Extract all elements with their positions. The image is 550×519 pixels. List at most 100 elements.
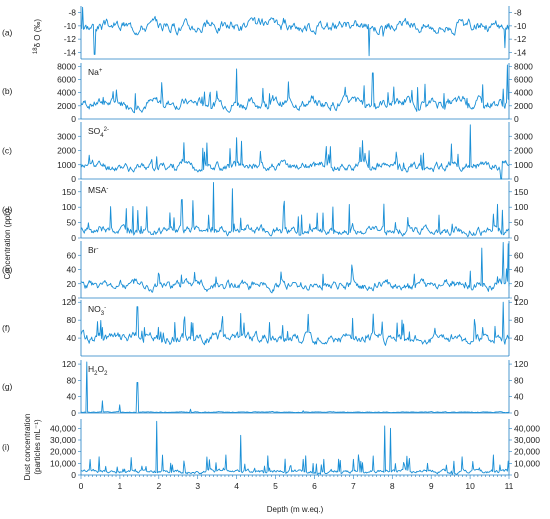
y-tick-label-right: 40 bbox=[514, 265, 524, 275]
x-tick-label: 7 bbox=[351, 481, 356, 491]
y-tick-label-left: 6000 bbox=[57, 74, 76, 84]
y-tick-label-right: 0 bbox=[514, 408, 519, 418]
x-axis: 0 1 2 3 4 5 6 7 8 9 10 11 bbox=[79, 475, 514, 491]
panel-letter: (d) bbox=[2, 205, 13, 215]
y-tick-label-left: 40 bbox=[67, 392, 77, 402]
y-tick-label-left: 50 bbox=[67, 218, 77, 228]
y-tick-label-left: 2000 bbox=[57, 146, 76, 156]
panel-d: 0 0 50 50 100 100 150 150 (d) MSA- bbox=[2, 181, 528, 243]
x-tick-label: 1 bbox=[118, 481, 123, 491]
panel-letter: (c) bbox=[2, 146, 12, 156]
x-tick-label: 8 bbox=[390, 481, 395, 491]
y-tick-label-right: 20 bbox=[514, 279, 524, 289]
y-tick-label-right: 0 bbox=[514, 114, 519, 124]
panel-letter: (a) bbox=[2, 28, 13, 38]
y-tick-label-left: 60 bbox=[67, 250, 77, 260]
panel-letter: (b) bbox=[2, 86, 13, 96]
series-line-b bbox=[80, 64, 510, 114]
x-tick-label: 9 bbox=[429, 481, 434, 491]
y-tick-label-left: 40 bbox=[67, 333, 77, 343]
panel-letter: (i) bbox=[2, 442, 10, 452]
series-line-a bbox=[80, 6, 510, 57]
x-axis-title: Depth (m w.eq.) bbox=[267, 505, 324, 514]
series-label: SO42- bbox=[88, 126, 109, 139]
series-label: NO3- bbox=[88, 304, 106, 317]
y-tick-label-right: 50 bbox=[514, 218, 524, 228]
y-tick-label-left: 150 bbox=[62, 187, 76, 197]
y-tick-label-right: -12 bbox=[514, 34, 527, 44]
y-tick-label-right: 0 bbox=[514, 174, 519, 184]
series-line-c bbox=[80, 124, 510, 180]
y-tick-label-right: 0 bbox=[514, 470, 519, 480]
y-tick-label-right: 4000 bbox=[514, 88, 533, 98]
y-tick-label-left: 10,000 bbox=[50, 458, 76, 468]
x-tick-label: 0 bbox=[79, 481, 84, 491]
panel-letter: (g) bbox=[2, 382, 13, 392]
y-tick-label-left: 8000 bbox=[57, 61, 76, 71]
axis-label-text: 18δ O (‰) bbox=[33, 19, 42, 54]
panel-f: 40 40 80 80 120 120 (f) NO3- bbox=[2, 297, 528, 357]
x-tick-label: 6 bbox=[312, 481, 317, 491]
y-tick-label-left: 3000 bbox=[57, 131, 76, 141]
y-tick-label-left: 30,000 bbox=[50, 435, 76, 445]
series-label: Br- bbox=[88, 245, 99, 255]
panel-b: 0 0 2000 2000 4000 4000 6000 6000 8000 8000 (b) Na+ bbox=[2, 61, 533, 124]
y-tick-label-right: 150 bbox=[514, 187, 528, 197]
x-tick-label: 5 bbox=[273, 481, 278, 491]
series-line-i bbox=[80, 420, 510, 475]
y-tick-label-left: 80 bbox=[67, 315, 77, 325]
panel-a: -8 -8 -10 -10 -12 -12 -14 -14 (a) 18δ O (‰) bbox=[2, 6, 527, 60]
y-tick-label-right: 2000 bbox=[514, 101, 533, 111]
panel-letter: (e) bbox=[2, 265, 13, 275]
y-tick-label-right: 60 bbox=[514, 250, 524, 260]
y-tick-label-left: 40 bbox=[67, 265, 77, 275]
y-tick-label-right: -14 bbox=[514, 47, 527, 57]
y-tick-label-right: 6000 bbox=[514, 74, 533, 84]
x-tick-label: 3 bbox=[195, 481, 200, 491]
y-tick-label-right: 10,000 bbox=[514, 458, 540, 468]
y-tick-label-right: 8000 bbox=[514, 61, 533, 71]
y-tick-label-right: 2000 bbox=[514, 146, 533, 156]
y-tick-label-right: -10 bbox=[514, 21, 527, 31]
y-axis-shared-title: Concentration (ppb) bbox=[3, 208, 12, 279]
y-tick-label-right: 20,000 bbox=[514, 447, 540, 457]
y-tick-label-left: 20,000 bbox=[50, 447, 76, 457]
y-tick-label-left: 0 bbox=[71, 114, 76, 124]
y-tick-label-left: 0 bbox=[71, 293, 76, 303]
y-tick-label-left: 0 bbox=[71, 470, 76, 480]
x-tick-label: 10 bbox=[465, 481, 475, 491]
y-tick-label-right: 40 bbox=[514, 392, 524, 402]
axis-label-line2: (particles mL⁻¹) bbox=[33, 419, 42, 475]
y-tick-label-right: 0 bbox=[514, 233, 519, 243]
y-tick-label-right: 120 bbox=[514, 297, 528, 307]
series-line-e bbox=[80, 241, 510, 294]
axis-label: 18δ O (‰) bbox=[33, 19, 42, 54]
y-tick-label-right: 100 bbox=[514, 202, 528, 212]
y-tick-label-left: 0 bbox=[71, 233, 76, 243]
y-tick-label-left: 0 bbox=[71, 408, 76, 418]
series-label: MSA- bbox=[88, 185, 108, 195]
y-tick-label-left: 120 bbox=[62, 297, 76, 307]
y-tick-label-right: 120 bbox=[514, 359, 528, 369]
x-tick-label: 11 bbox=[505, 481, 514, 491]
y-tick-label-left: -12 bbox=[64, 34, 77, 44]
y-tick-label-left: -10 bbox=[64, 21, 77, 31]
y-tick-label-left: 120 bbox=[62, 359, 76, 369]
x-tick-label: 4 bbox=[234, 481, 239, 491]
y-tick-label-left: 100 bbox=[62, 202, 76, 212]
y-tick-label-right: -8 bbox=[514, 8, 522, 18]
series-line-f bbox=[80, 301, 510, 346]
y-tick-label-left: 0 bbox=[71, 174, 76, 184]
y-tick-label-left: 2000 bbox=[57, 101, 76, 111]
y-tick-label-right: 0 bbox=[514, 293, 519, 303]
series-label: H2O2 bbox=[88, 364, 108, 377]
y-tick-label-right: 30,000 bbox=[514, 435, 540, 445]
x-tick-label: 2 bbox=[156, 481, 161, 491]
y-tick-label-left: 1000 bbox=[57, 160, 76, 170]
y-tick-label-right: 80 bbox=[514, 375, 524, 385]
y-tick-label-left: 20 bbox=[67, 279, 77, 289]
y-tick-label-left: 40,000 bbox=[50, 423, 76, 433]
series-label: Na+ bbox=[88, 67, 103, 77]
